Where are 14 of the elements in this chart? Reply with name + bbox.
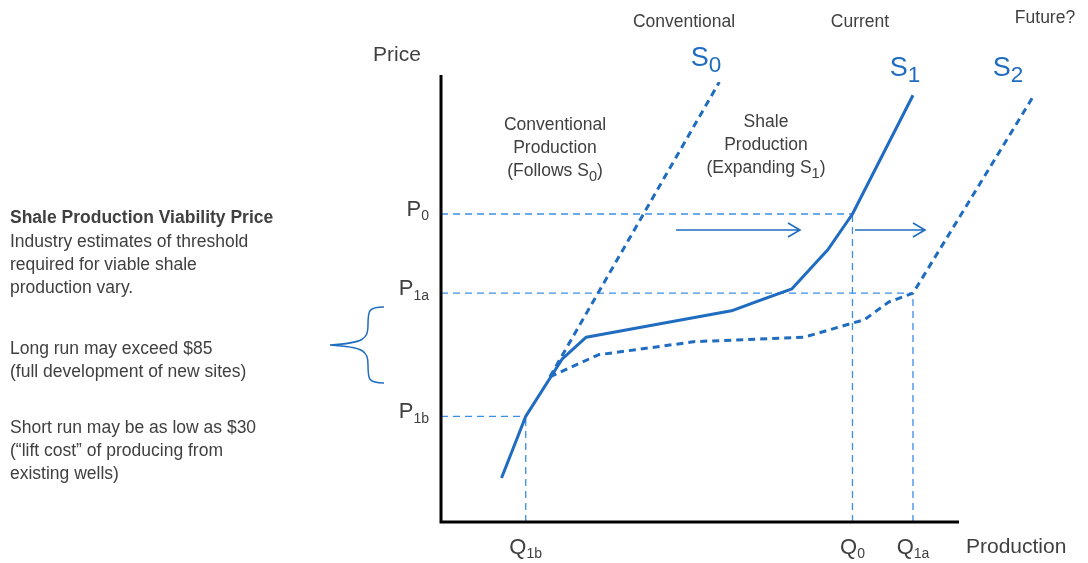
annotation: Shale Production (Expanding S$_{1}$)	[706, 110, 826, 182]
text: Long run may exceed $85 (full development of new sites)	[10, 337, 247, 383]
text: Future?	[1014, 6, 1076, 29]
text: Short run may be as low as $30 (“lift cost” of producing from existing wells)	[10, 416, 257, 485]
x-axis-title: Production	[966, 533, 1067, 559]
text: Current	[830, 10, 890, 33]
series-label: S$_{2}$	[992, 51, 1024, 90]
text: Industry estimates of threshold required for viable shale production vary.	[10, 230, 249, 299]
annotation: Conventional Production (Follows S$_{0}$)	[503, 113, 607, 185]
y-axis-title: Price	[373, 41, 421, 67]
series-label: S$_{1}$	[889, 51, 921, 90]
text: Conventional	[632, 10, 736, 33]
series-label: S$_{0}$	[690, 41, 722, 80]
text: Shale Production Viability Price	[10, 206, 274, 229]
